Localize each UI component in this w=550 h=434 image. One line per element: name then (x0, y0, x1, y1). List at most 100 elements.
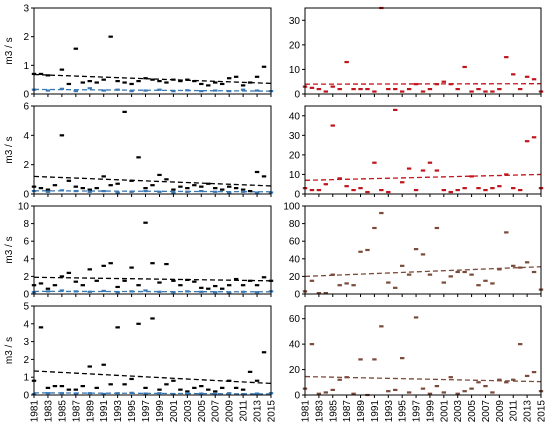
data-point (262, 66, 266, 68)
data-point (511, 73, 515, 75)
data-point (171, 280, 175, 282)
x-tick-label: 2007 (211, 400, 222, 423)
plot-frame (34, 8, 271, 94)
data-point (115, 191, 119, 193)
plot-frame (305, 106, 541, 194)
trend-line (305, 267, 541, 277)
data-point (462, 390, 466, 392)
data-point (483, 189, 487, 191)
data-point (351, 88, 355, 90)
data-point (150, 317, 154, 319)
data-point (255, 89, 259, 91)
data-point (227, 191, 231, 193)
data-point (185, 279, 189, 281)
y-tick-label: 0 (294, 90, 300, 101)
data-point (414, 189, 418, 191)
x-tick-label: 2013 (523, 400, 534, 423)
data-point (248, 280, 252, 282)
data-point (421, 253, 425, 255)
data-point (310, 280, 314, 282)
data-point (74, 48, 78, 50)
data-point (338, 284, 342, 286)
data-point (400, 265, 404, 267)
data-point (122, 383, 126, 385)
y-axis-label: m3 / s (4, 37, 15, 64)
y-tick-label: 100 (283, 202, 300, 213)
data-point (213, 81, 217, 83)
data-point (74, 392, 78, 394)
data-point (421, 388, 425, 390)
data-point (227, 392, 231, 394)
y-tick-label: 30 (289, 131, 301, 142)
data-point (234, 387, 238, 389)
data-point (220, 288, 224, 290)
data-point (74, 389, 78, 391)
data-point (456, 271, 460, 273)
data-point (46, 191, 50, 193)
data-point (476, 284, 480, 286)
data-point (39, 73, 43, 75)
data-point (67, 83, 71, 85)
data-point (60, 385, 64, 387)
data-point (462, 187, 466, 189)
data-point (525, 375, 529, 377)
data-point (407, 391, 411, 393)
data-point (157, 174, 161, 176)
data-point (344, 376, 348, 378)
data-point (39, 187, 43, 189)
data-point (456, 393, 460, 395)
data-point (331, 124, 335, 126)
data-point (344, 282, 348, 284)
data-point (95, 187, 99, 189)
data-point (449, 191, 453, 193)
data-point (150, 262, 154, 264)
y-tick-label: 0 (294, 190, 300, 201)
x-tick-label: 1991 (99, 400, 110, 423)
data-point (372, 90, 376, 92)
data-point (428, 274, 432, 276)
data-point (164, 383, 168, 385)
y-tick-label: 60 (289, 314, 301, 325)
data-point (46, 189, 50, 191)
data-point (102, 89, 106, 91)
data-point (490, 90, 494, 92)
data-point (241, 284, 245, 286)
data-point (351, 189, 355, 191)
data-point (39, 326, 43, 328)
data-point (442, 81, 446, 83)
data-point (143, 77, 147, 79)
data-point (365, 249, 369, 251)
data-point (60, 189, 64, 191)
data-point (421, 90, 425, 92)
data-point (53, 284, 57, 286)
data-point (476, 88, 480, 90)
data-point (164, 263, 168, 265)
data-point (115, 291, 119, 293)
data-point (344, 185, 348, 187)
data-point (310, 189, 314, 191)
data-point (241, 89, 245, 91)
data-point (241, 291, 245, 293)
x-tick-label: 1993 (113, 400, 124, 423)
data-point (115, 392, 119, 394)
data-point (518, 267, 522, 269)
data-point (358, 358, 362, 360)
y-tick-label: 30 (289, 16, 301, 27)
x-tick-label: 1997 (412, 400, 423, 423)
data-point (386, 88, 390, 90)
y-tick-label: 0 (23, 190, 29, 201)
data-point (88, 392, 92, 394)
data-point (504, 381, 508, 383)
data-point (358, 187, 362, 189)
data-point (213, 291, 217, 293)
data-point (150, 184, 154, 186)
data-point (185, 79, 189, 81)
data-point (469, 175, 473, 177)
data-point (164, 178, 168, 180)
x-tick-label: 2011 (509, 400, 520, 422)
data-point (46, 290, 50, 292)
data-point (435, 227, 439, 229)
